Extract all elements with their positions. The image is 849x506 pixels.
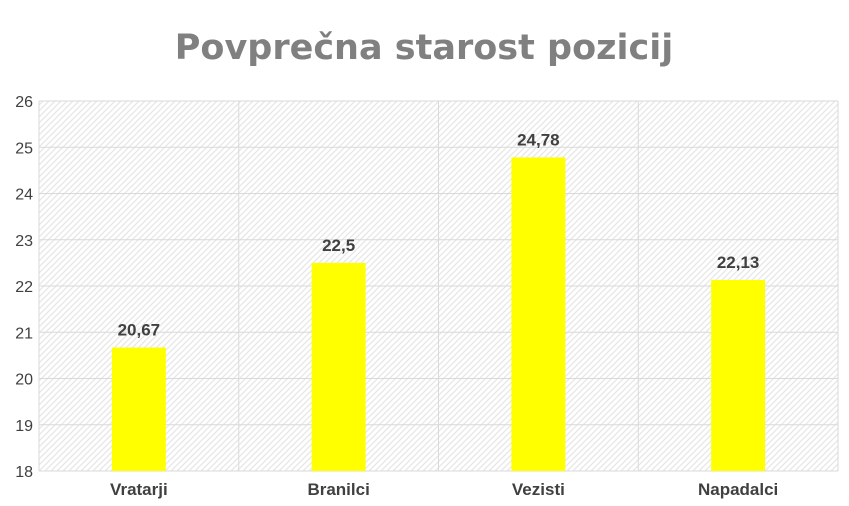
- bar-value-label: 22,5: [322, 236, 355, 255]
- y-tick-label: 21: [15, 325, 33, 342]
- chart-title: Povprečna starost pozicij: [175, 28, 673, 68]
- data-labels: 20,67 22,5 24,78 22,13: [118, 130, 760, 339]
- x-category-label: Branilci: [307, 480, 369, 499]
- bar-value-label: 20,67: [118, 321, 161, 340]
- x-category-label: Napadalci: [698, 480, 778, 499]
- gridlines: [38, 100, 839, 472]
- bars: [111, 157, 766, 472]
- y-tick-label: 25: [15, 140, 33, 157]
- y-tick-label: 23: [15, 233, 33, 250]
- bar-value-label: 22,13: [717, 253, 760, 272]
- y-tick-label: 22: [15, 279, 33, 296]
- y-tick-label: 19: [15, 418, 33, 435]
- bar-branilci: [311, 262, 366, 471]
- y-tick-label: 20: [15, 372, 33, 389]
- y-axis: 18 19 20 21 22 23 24 25 26: [15, 94, 33, 481]
- x-axis: Vratarji Branilci Vezisti Napadalci: [110, 480, 778, 499]
- y-tick-label: 24: [15, 187, 33, 204]
- y-tick-label: 18: [15, 464, 33, 481]
- x-category-label: Vezisti: [512, 480, 565, 499]
- bar-vezisti: [511, 157, 566, 472]
- bar-napadalci: [711, 279, 766, 471]
- y-tick-label: 26: [15, 94, 33, 111]
- bar-value-label: 24,78: [517, 130, 560, 149]
- bar-vratarji: [111, 347, 166, 471]
- x-category-label: Vratarji: [110, 480, 168, 499]
